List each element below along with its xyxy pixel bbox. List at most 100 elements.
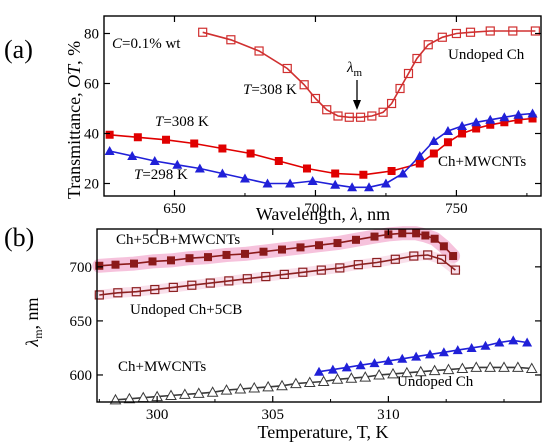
t308-mid-annotation: T=308 K [155, 114, 209, 130]
panel-a-series-2-point [414, 151, 425, 160]
panel-b-series-0-point [259, 247, 268, 256]
panel-b-x-tick-label: 300 [146, 407, 169, 423]
panel-b-series-1-point [131, 287, 141, 297]
panel-b-series-2-point [480, 340, 491, 350]
panel-b-series-0-point [421, 231, 430, 240]
panel-a-series-0-point [465, 27, 476, 37]
panel-b-x-tick-label: 305 [262, 407, 285, 423]
panel-b-series-0-point [278, 245, 286, 254]
panel-a-series-1-point [246, 149, 255, 158]
panel-b-series-1-point [436, 254, 447, 264]
panel-b-series-3-point [373, 368, 385, 380]
panel-b-series-0-point [398, 229, 407, 238]
panel-b-series-3-point [414, 365, 427, 377]
panel-b-series-3-point [470, 361, 483, 372]
panel-b-series-1-point [113, 288, 123, 298]
lambda-m-arrow-head [353, 100, 361, 110]
panel-b-axis-frame [96, 228, 542, 403]
panel-b-series-0-point [352, 235, 360, 244]
panel-a-series-0-point [367, 111, 377, 121]
panel-a-series-0-point [386, 98, 397, 109]
panel-a-series-2-point [499, 112, 510, 122]
panel-b-series-2-point [425, 349, 435, 359]
panel-b-series-1-point [187, 280, 197, 290]
panel-a-y-tick-label: 40 [84, 127, 99, 143]
panel-a-series-2-point [239, 173, 250, 183]
panel-a-series-2-point [471, 117, 482, 127]
panel-b-plot: 300 305 310 600 650 700 [70, 226, 542, 423]
panel-a-series-2-point [397, 168, 408, 178]
panel-b-series-0-point [412, 229, 421, 238]
panel-b-series-3-point [442, 363, 455, 375]
panel-b-series-3-point [387, 367, 399, 379]
panel-b-series-1-point [316, 265, 326, 275]
panel-a-series-0-point [437, 32, 447, 42]
panel-b-series-0-point [296, 243, 305, 252]
panel-b-series-2-point [397, 353, 408, 363]
panel-a-series-2-point [380, 178, 391, 188]
panel-a-series-0-point [355, 112, 366, 122]
panel-a-series-1-point [274, 157, 283, 165]
panel-b-series-0-point [130, 259, 138, 268]
panel-b-series-1-point [242, 274, 252, 284]
panel-b-series-2-point [383, 355, 394, 365]
panel-a-series-2-point [347, 182, 358, 192]
ch-mwcnts-label: Ch+MWCNTs [438, 154, 526, 170]
panel-b-series-0-point [95, 261, 104, 270]
panel-a-axis-frame [103, 15, 542, 197]
panel-a-series-1-point [429, 149, 438, 158]
panel-b-series-3-point [401, 366, 413, 378]
panel-b-series-3-point [234, 382, 247, 394]
panel-b-series-2-point [411, 351, 422, 361]
panel-a-series-0-point [378, 107, 388, 117]
panel-b-series-3-point [525, 362, 538, 373]
panel-b-series-3-point [317, 375, 330, 386]
panel-b-series-1-point [390, 254, 400, 264]
panel-b-series-3-point [359, 371, 372, 382]
panel-b-series-3-point [206, 386, 219, 397]
panel-a-series-1-point [105, 130, 114, 139]
panel-a-series-2-point [307, 176, 318, 185]
panel-b-series-0-point [449, 252, 458, 261]
panel-b-series-2-point [466, 342, 477, 352]
panel-b-series-1-point [335, 263, 345, 273]
panel-b-series-0-point [439, 242, 448, 251]
panel-a-series-0-point [333, 111, 343, 121]
panel-b-series-2-point [314, 366, 324, 376]
panel-b-series-1-point [372, 257, 382, 268]
panel-b-series-0-point [333, 239, 342, 248]
panel-a-series-0-point [403, 68, 414, 79]
panel-a-series-1-point [500, 118, 509, 127]
panel-a-series-1-point [387, 167, 396, 175]
panel-a-series-2-point [485, 114, 496, 124]
panel-b-series-1-point [224, 276, 234, 286]
panel-b-series-0-point [315, 241, 323, 250]
panel-b-series-2-point [438, 347, 449, 357]
panel-b-series-3-point [179, 388, 191, 399]
panel-a-series-2-point [194, 163, 205, 173]
panel-a-series-0-point [485, 26, 495, 36]
panel-b-series-3-point [512, 361, 524, 372]
panel-a-series-0-point [412, 53, 422, 64]
series-label-ch-mwcnts: Ch+MWCNTs [118, 359, 206, 375]
series-label-ch-5cb-mwcnts: Ch+5CB+MWCNTs [116, 232, 240, 248]
panel-b-series-1-point [353, 260, 363, 270]
panel-a-series-2-point [457, 121, 468, 130]
undoped-ch-label: Undoped Ch [448, 47, 525, 63]
panel-a-series-1-point [162, 135, 171, 144]
panel-b-series-0-point [148, 257, 157, 266]
panel-b-series-0-point [430, 234, 439, 243]
panel-b-series-0-point [167, 256, 175, 265]
panel-b-x-axis-title: Temperature, T, K [257, 422, 388, 442]
panel-a-series-0-point [299, 80, 309, 90]
panel-b-y-tick-label: 600 [70, 368, 93, 384]
panel-b-series-0-point [370, 232, 379, 241]
panel-a-y-tick-label: 20 [84, 177, 99, 193]
series-label-undoped-ch-5cb: Undoped Ch+5CB [130, 302, 242, 318]
panel-a-series-1-point [514, 115, 523, 124]
panel-b-series-3-point [331, 373, 344, 384]
panel-a-series-0-point [423, 40, 433, 50]
panel-b-series-1-point [298, 267, 308, 277]
panel-a-series-2-point [172, 159, 183, 169]
panel-b-series-0-point [222, 250, 231, 259]
